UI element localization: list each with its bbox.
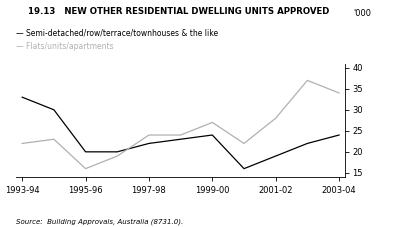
Text: Source:  Building Approvals, Australia (8731.0).: Source: Building Approvals, Australia (8…: [16, 218, 183, 225]
Text: '000: '000: [353, 9, 371, 18]
Text: — Semi-detached/row/terrace/townhouses & the like: — Semi-detached/row/terrace/townhouses &…: [16, 28, 218, 37]
Text: 19.13   NEW OTHER RESIDENTIAL DWELLING UNITS APPROVED: 19.13 NEW OTHER RESIDENTIAL DWELLING UNI…: [28, 7, 330, 16]
Text: — Flats/units/apartments: — Flats/units/apartments: [16, 42, 114, 51]
